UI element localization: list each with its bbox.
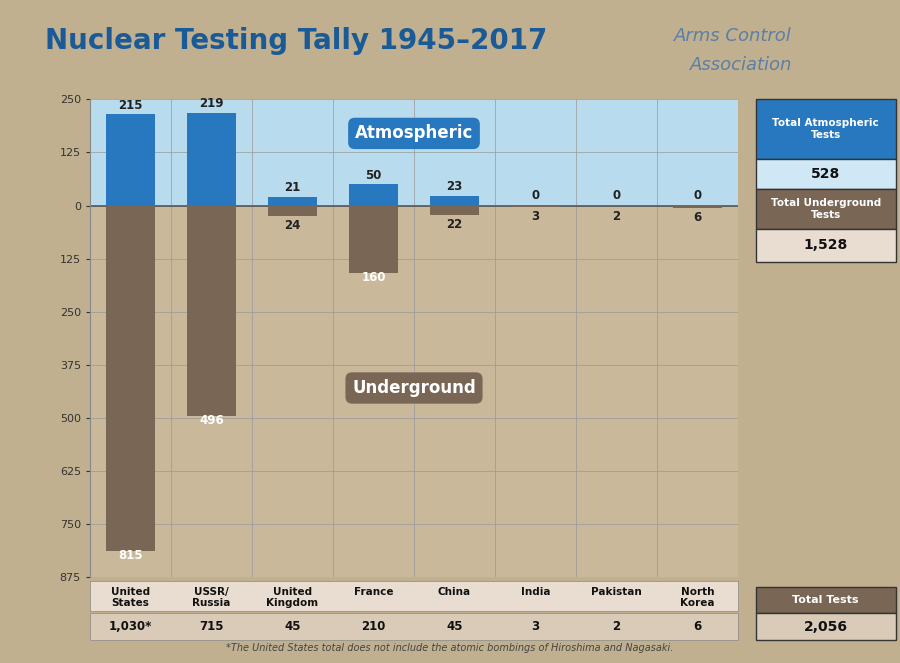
Text: India: India (521, 587, 550, 597)
Text: 3: 3 (531, 620, 540, 633)
Text: Underground: Underground (352, 379, 476, 397)
Bar (673, 206, 722, 208)
Text: *The United States total does not include the atomic bombings of Hiroshima and N: *The United States total does not includ… (226, 643, 674, 653)
Text: 0: 0 (531, 189, 540, 202)
Text: North
Korea: North Korea (680, 587, 715, 609)
Text: 2: 2 (612, 210, 621, 223)
Text: China: China (438, 587, 471, 597)
Text: 815: 815 (118, 549, 143, 562)
Text: 6: 6 (693, 620, 702, 633)
Bar (106, 206, 155, 552)
Text: 6: 6 (693, 211, 702, 225)
Bar (511, 206, 560, 207)
Bar (268, 206, 317, 215)
Text: Nuclear Testing Tally 1945–2017: Nuclear Testing Tally 1945–2017 (45, 27, 547, 54)
Bar (349, 206, 398, 273)
Text: 45: 45 (284, 620, 301, 633)
Text: France: France (354, 587, 393, 597)
Bar (430, 206, 479, 215)
Text: USSR/
Russia: USSR/ Russia (193, 587, 230, 609)
Text: 160: 160 (361, 271, 386, 284)
Text: Association: Association (689, 56, 792, 74)
Text: 23: 23 (446, 180, 463, 193)
Bar (430, 196, 479, 206)
Text: 215: 215 (118, 99, 143, 112)
Text: 0: 0 (612, 189, 621, 202)
Text: Pakistan: Pakistan (591, 587, 642, 597)
Text: 715: 715 (199, 620, 224, 633)
Text: 50: 50 (365, 169, 382, 182)
Bar (90, 99, 738, 206)
Text: 3: 3 (531, 210, 540, 223)
Text: 0: 0 (693, 189, 702, 202)
Text: 2,056: 2,056 (804, 619, 848, 634)
Text: 1,030*: 1,030* (109, 620, 152, 633)
Text: 24: 24 (284, 219, 301, 232)
Bar (187, 113, 236, 206)
Text: 496: 496 (199, 414, 224, 427)
Text: 1,528: 1,528 (804, 238, 848, 253)
Text: Total Underground
Tests: Total Underground Tests (770, 198, 881, 219)
Text: 210: 210 (361, 620, 386, 633)
Text: 22: 22 (446, 218, 463, 231)
Text: 219: 219 (199, 97, 224, 110)
Bar (349, 184, 398, 206)
Text: United
States: United States (111, 587, 150, 609)
Text: United
Kingdom: United Kingdom (266, 587, 319, 609)
Text: 2: 2 (612, 620, 621, 633)
Bar (187, 206, 236, 416)
Bar (106, 114, 155, 206)
Text: Total Tests: Total Tests (793, 595, 859, 605)
Text: Total Atmospheric
Tests: Total Atmospheric Tests (772, 119, 879, 140)
Bar (268, 197, 317, 206)
Text: 45: 45 (446, 620, 463, 633)
Text: 528: 528 (811, 167, 841, 181)
Text: Arms Control: Arms Control (674, 27, 792, 44)
Text: Atmospheric: Atmospheric (355, 125, 473, 143)
Bar (90, 206, 738, 577)
Text: 21: 21 (284, 181, 301, 194)
